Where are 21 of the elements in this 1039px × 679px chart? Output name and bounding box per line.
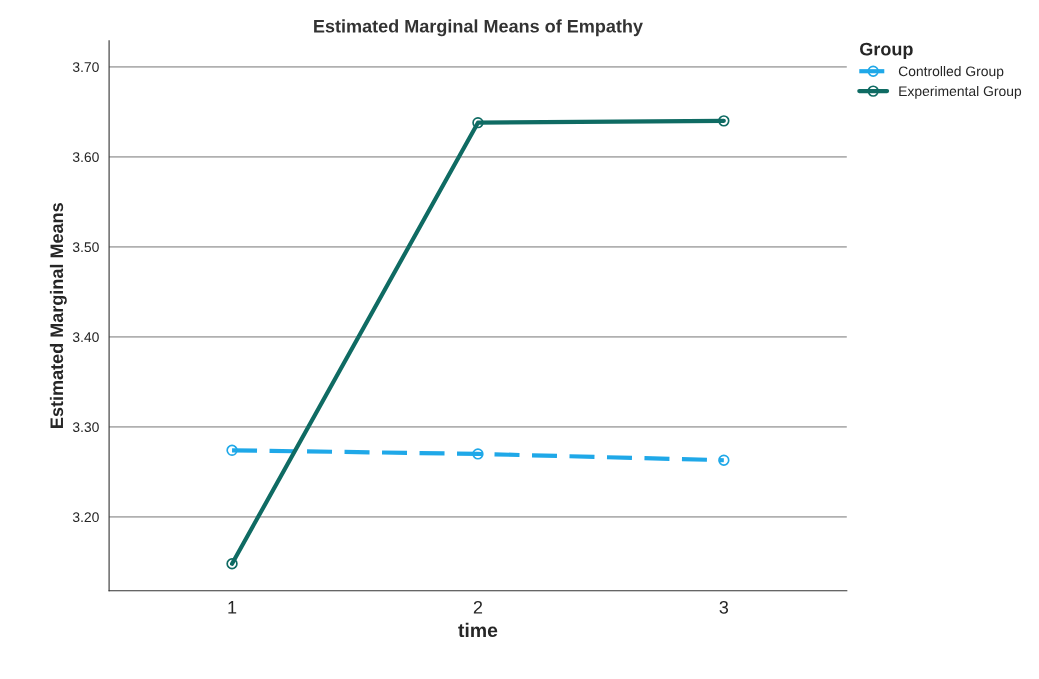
point — [472, 116, 484, 129]
x-axis-title: time — [458, 622, 498, 638]
legend-label: Experimental Group — [899, 85, 1022, 99]
point — [472, 448, 484, 460]
y-axis-title: Estimated Marginal Means — [49, 203, 67, 428]
x-tick-label: 1 — [228, 601, 237, 614]
point — [718, 454, 730, 466]
legend-label: Controlled Group — [898, 66, 1004, 79]
point — [226, 558, 238, 570]
x-tick-label: 3 — [719, 600, 729, 614]
legend-title: Group — [860, 42, 913, 60]
y-tick-label: 3.40 — [72, 332, 99, 343]
y-tick-label: 3.60 — [72, 152, 99, 163]
point — [226, 444, 238, 457]
y-tick-label: 3.50 — [72, 242, 99, 253]
y-tick-label: 3.20 — [72, 512, 99, 523]
y-tick-label: 3.30 — [72, 422, 99, 433]
y-tick-label: 3.70 — [72, 62, 99, 73]
x-tick-label: 2 — [473, 600, 483, 614]
chart-title: Estimated Marginal Means of Empathy — [314, 19, 643, 37]
point — [718, 115, 730, 127]
